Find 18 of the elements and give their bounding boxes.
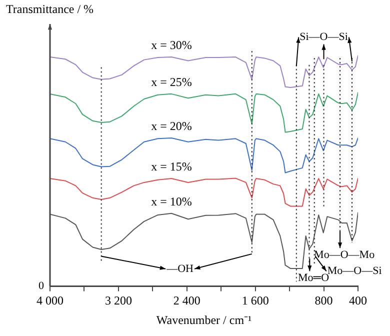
series-label: x = 15% [151,160,192,174]
x-tick-label: 2 400 [173,294,200,308]
annotation: —OH [166,262,194,275]
x-tick-label: 800 [314,294,333,308]
x-tick-label: 3 200 [104,294,132,308]
series-label: x = 30% [151,38,192,52]
x-axis-title: Wavenumber / cm⁻¹ [156,312,252,327]
series-label: x = 25% [151,75,192,90]
annotation: Mo—O—Mo [314,248,376,261]
x-tick-label: 1 600 [242,294,269,308]
text: 0 [38,280,44,292]
series-label: x = 20% [151,119,192,134]
text: Si—O—Si [300,31,348,44]
annotation: Mo═O [298,272,330,284]
series-label: x = 10% [151,194,192,209]
x-tick-label: 400 [349,294,367,308]
y-axis-title: Transmittance / % [6,2,94,16]
x-tick-label: 4 000 [36,294,64,308]
